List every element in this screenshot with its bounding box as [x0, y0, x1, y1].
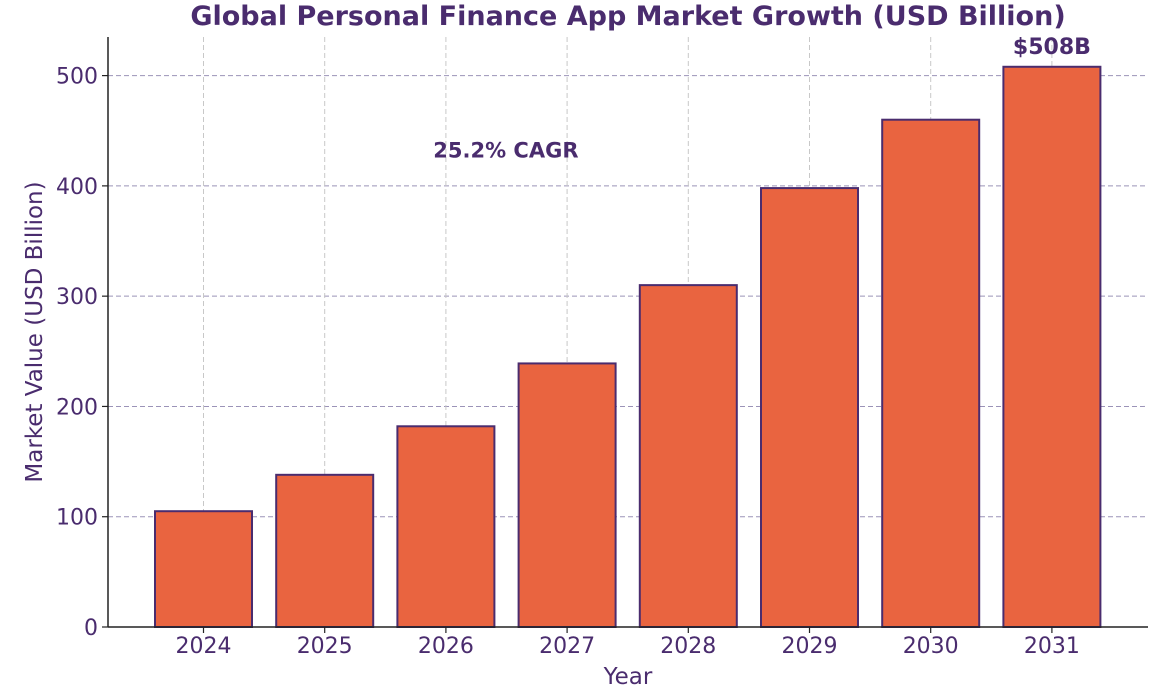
y-tick-label-3: 300: [56, 285, 98, 310]
y-tick-label-5: 500: [56, 65, 98, 90]
x-tick-label-2030: 2030: [903, 634, 959, 659]
chart-title: Global Personal Finance App Market Growt…: [190, 1, 1065, 32]
x-tick-label-2028: 2028: [660, 634, 716, 659]
data-label-2031: $508B: [1013, 35, 1091, 60]
x-tick-label-2025: 2025: [297, 634, 353, 659]
y-axis-label: Market Value (USD Billion): [22, 181, 48, 482]
bars: [154, 65, 1102, 629]
bar-2028: [638, 284, 738, 628]
axes: [102, 37, 1148, 633]
bar-2029: [760, 187, 859, 628]
cagr-annotation: 25.2% CAGR: [433, 139, 578, 163]
y-tick-label-1: 100: [56, 506, 98, 531]
bar-2026: [396, 425, 496, 629]
bar-2030: [881, 118, 981, 629]
y-tick-label-2: 200: [56, 395, 98, 420]
x-tick-label-2029: 2029: [782, 634, 838, 659]
annotations: 25.2% CAGR $508B: [433, 35, 1091, 163]
bar-2025: [275, 473, 375, 628]
x-tick-label-2031: 2031: [1024, 634, 1080, 659]
bar-2027: [517, 362, 617, 628]
x-tick-label-2027: 2027: [539, 634, 595, 659]
x-axis-label: Year: [603, 664, 653, 690]
bar-2031: [1002, 65, 1102, 629]
x-tick-label-2026: 2026: [418, 634, 474, 659]
x-tick-label-2024: 2024: [176, 634, 232, 659]
bar-2024: [154, 510, 253, 628]
y-tick-label-0: 0: [84, 616, 98, 641]
grid-lines: [108, 37, 1148, 627]
y-tick-label-4: 400: [56, 175, 98, 200]
tick-labels: 0 100 200 300 400 500 2024 2025 2026 2027 2028 2029…: [56, 65, 1080, 659]
